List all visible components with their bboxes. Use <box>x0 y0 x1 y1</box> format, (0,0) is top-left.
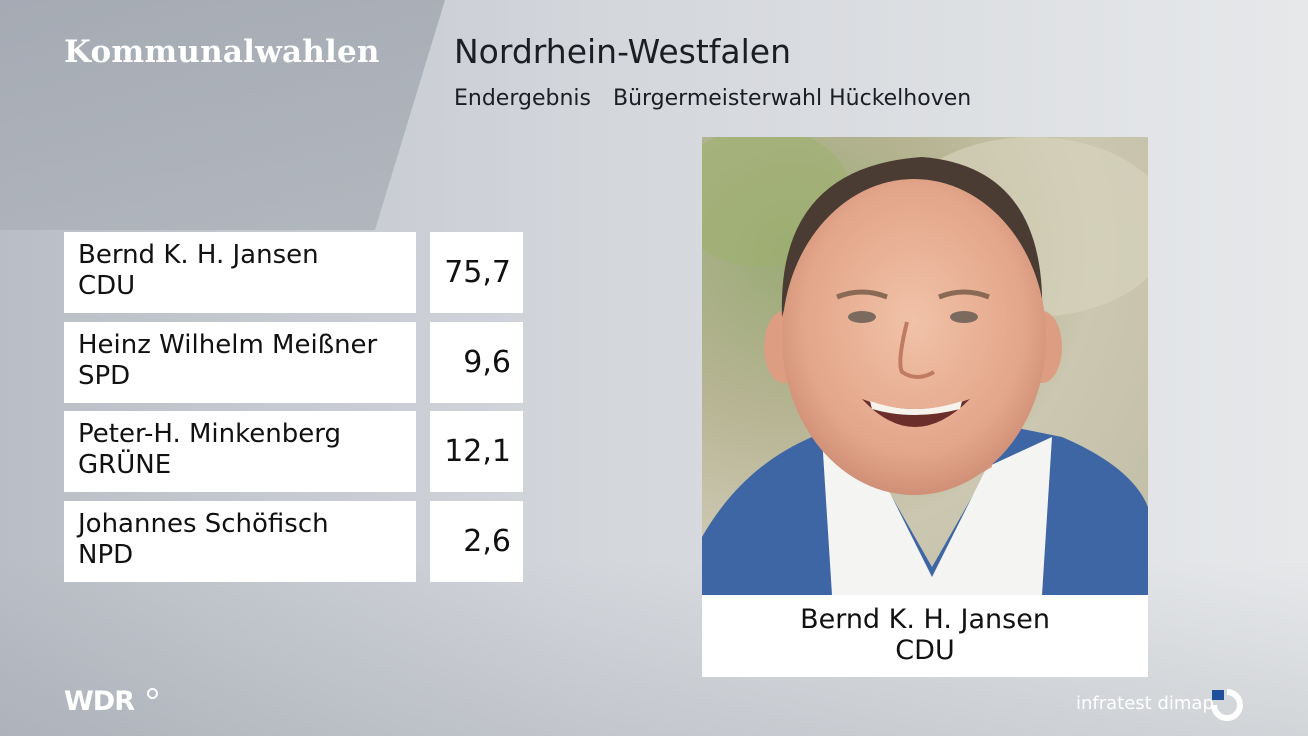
candidate-party: CDU <box>78 271 136 301</box>
candidate-photo <box>702 137 1148 595</box>
winner-party: CDU <box>895 635 955 666</box>
brand-title: Kommunalwahlen <box>64 34 380 70</box>
result-value: 2,6 <box>430 501 523 582</box>
person-portrait-icon <box>702 137 1148 595</box>
page-title: Nordrhein-Westfalen <box>454 32 792 71</box>
pollster-label: infratest dimap <box>1076 693 1214 714</box>
wdr-logo: WDR <box>64 686 135 717</box>
status-label: Endergebnis <box>454 86 591 111</box>
result-value: 75,7 <box>430 232 523 313</box>
candidate-party: SPD <box>78 361 131 391</box>
candidate-box: Peter-H. Minkenberg GRÜNE <box>64 411 416 492</box>
infratest-dimap-logo-icon <box>1211 689 1243 721</box>
registered-mark-icon <box>147 688 158 699</box>
candidate-name: Bernd K. H. Jansen <box>78 240 319 270</box>
candidate-name: Johannes Schöfisch <box>78 509 329 539</box>
result-value: 9,6 <box>430 322 523 403</box>
candidate-name: Heinz Wilhelm Meißner <box>78 330 378 360</box>
winner-name: Bernd K. H. Jansen <box>800 604 1050 635</box>
candidate-box: Heinz Wilhelm Meißner SPD <box>64 322 416 403</box>
candidate-party: NPD <box>78 540 134 570</box>
candidate-box: Bernd K. H. Jansen CDU <box>64 232 416 313</box>
candidate-name: Peter-H. Minkenberg <box>78 419 341 449</box>
subtitle: Endergebnis Bürgermeisterwahl Hückelhoven <box>454 86 993 111</box>
candidate-party: GRÜNE <box>78 450 172 480</box>
photo-caption: Bernd K. H. Jansen CDU <box>702 595 1148 677</box>
result-value: 12,1 <box>430 411 523 492</box>
election-label: Bürgermeisterwahl Hückelhoven <box>612 86 972 111</box>
candidate-box: Johannes Schöfisch NPD <box>64 501 416 582</box>
